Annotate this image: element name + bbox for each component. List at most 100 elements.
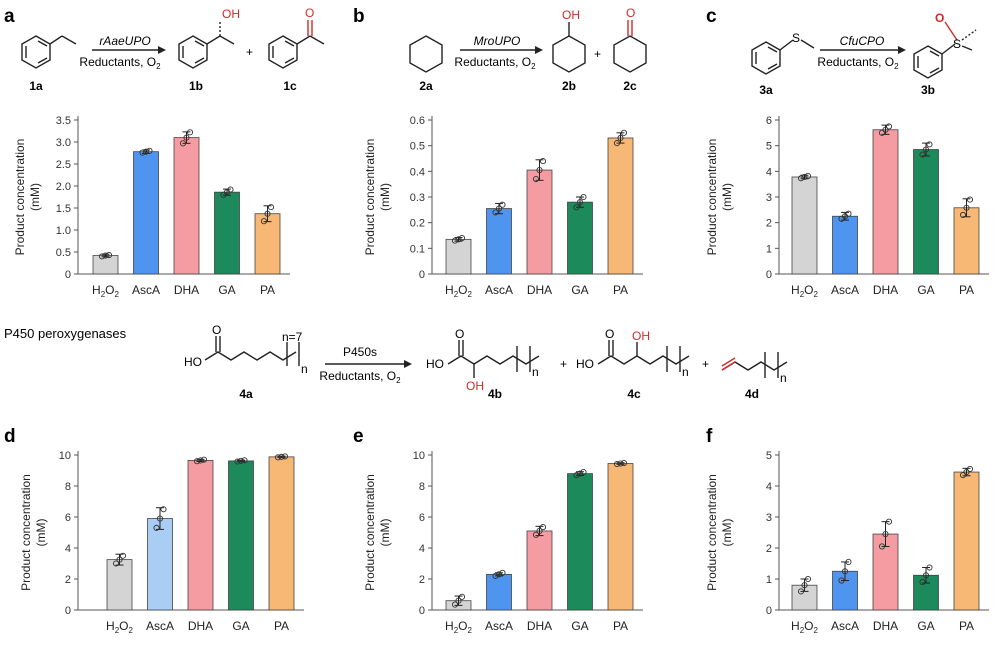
bar-asca (147, 518, 173, 611)
data-point (119, 552, 127, 559)
y-tick-label: 0.6 (410, 115, 425, 127)
o-label-3b: O (935, 11, 944, 25)
x-tick-label: PA (613, 619, 628, 633)
data-point (532, 531, 540, 538)
data-point (838, 577, 845, 584)
data-point (234, 458, 241, 465)
data-point (620, 129, 628, 136)
panel-letter-d: d (4, 426, 16, 447)
reductants-label-p450: Reductants, O2 (319, 369, 401, 385)
enzyme-label-c: CfuCPO (840, 34, 885, 48)
y-tick-label: 4 (766, 481, 772, 493)
o-label-4c: O (605, 327, 614, 341)
data-point (926, 564, 933, 571)
data-point (451, 601, 459, 608)
bar-asca (486, 573, 512, 611)
x-tick-label: PA (613, 283, 628, 297)
data-point (281, 453, 289, 460)
data-point (801, 173, 808, 181)
data-point (142, 148, 150, 155)
data-point (241, 457, 248, 464)
compound-2a: 2a (419, 79, 433, 93)
x-tick-label: DHA (527, 283, 552, 297)
y-tick-label: 2 (766, 218, 772, 230)
data-point (112, 560, 120, 567)
data-point (617, 460, 624, 467)
s-label-3b: S (953, 37, 961, 51)
data-point (882, 126, 889, 133)
scheme-c (751, 21, 977, 79)
y-tick-label: 5 (766, 450, 772, 462)
compound-3a: 3a (759, 83, 773, 97)
x-tick-label: H2O2 (92, 283, 119, 299)
x-tick-label: AscA (146, 619, 174, 633)
y-tick-label: 10 (59, 450, 71, 462)
data-point (139, 149, 146, 156)
bar-chart-c: 0 1 2 3 4 5 6 Product concentration (mM) H2O2 AscA… (705, 115, 989, 299)
compound-3b: 3b (921, 83, 935, 97)
x-tick-label: PA (274, 619, 289, 633)
y-tick-label: 3.5 (56, 115, 71, 127)
cyclohexane-ring (613, 35, 647, 73)
data-point (495, 205, 503, 212)
data-point (492, 572, 499, 579)
panel-letter-c: c (706, 6, 717, 27)
bar-chart-b: 0 0.1 0.2 0.3 0.4 0.5 0.6 Product concentration… (363, 115, 643, 299)
enzyme-label-p450: P450s (343, 345, 377, 359)
data-point (580, 468, 587, 476)
data-point (919, 151, 926, 158)
bar-h2o2 (791, 176, 818, 275)
y-tick-label: 3 (766, 512, 772, 524)
section-label-p450: P450 peroxygenases (4, 326, 127, 341)
y-axis-unit: (mM) (34, 519, 48, 547)
panel-letter-e: e (353, 426, 364, 447)
y-tick-label: 0 (419, 605, 425, 617)
x-tick-label: GA (571, 619, 588, 633)
y-axis-label: Product concentration (13, 139, 27, 256)
data-point (183, 134, 190, 141)
bar-dha (526, 169, 553, 275)
bar-pa (268, 456, 295, 611)
y-tick-label: 10 (413, 450, 425, 462)
y-tick-label: 2.5 (56, 159, 71, 171)
y-tick-label: 0 (766, 269, 772, 281)
y-tick-label: 1.5 (56, 203, 71, 215)
data-point (878, 543, 886, 550)
bar-chart-a: 0 0.5 1.0 1.5 2.0 2.5 3.0 3.5 Product concentrat… (13, 115, 290, 299)
y-axis-unit: (mM) (720, 183, 734, 211)
y-axis-label: Product concentration (363, 139, 377, 256)
data-point (878, 129, 886, 136)
y-axis-unit: (mM) (378, 183, 392, 211)
data-point (98, 253, 106, 260)
data-point (146, 147, 153, 154)
bar-pa (607, 463, 634, 611)
data-point (179, 140, 187, 147)
oh-label-4b: OH (466, 379, 484, 393)
cyclohexane-ring (552, 35, 586, 73)
ho-label-4a: HO (184, 355, 202, 369)
data-point (845, 210, 852, 217)
compound-4a: 4a (239, 387, 253, 401)
data-point (197, 457, 204, 464)
plus-sign-4c: + (702, 357, 709, 371)
x-tick-label: GA (571, 283, 588, 297)
y-tick-label: 2 (65, 574, 71, 586)
data-point (804, 575, 812, 583)
x-tick-label: DHA (174, 283, 199, 297)
y-tick-label: 0.5 (56, 247, 71, 259)
x-tick-label: DHA (527, 619, 552, 633)
bar-pa (254, 213, 281, 275)
data-point (200, 456, 208, 463)
x-tick-label: H2O2 (445, 283, 472, 299)
y-axis-label: Product concentration (705, 474, 719, 591)
data-point (102, 252, 109, 259)
y-tick-label: 0 (419, 269, 425, 281)
data-point (959, 211, 967, 219)
y-tick-label: 0.5 (410, 141, 425, 153)
bar-chart-d: 0 2 4 6 8 10 Product concentration (mM) H2O2 AscA… (19, 450, 304, 635)
data-point (237, 457, 245, 464)
n-eq-label-4a: n=7 (282, 330, 303, 344)
y-tick-label: 0.4 (410, 166, 425, 178)
data-point (536, 527, 543, 535)
cyclohexane-ring (409, 35, 443, 73)
